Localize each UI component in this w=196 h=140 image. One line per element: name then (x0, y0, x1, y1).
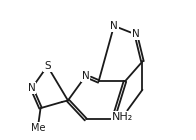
Text: Me: Me (31, 123, 45, 133)
Text: N: N (28, 83, 36, 93)
Text: S: S (44, 61, 51, 71)
Text: N: N (110, 21, 118, 31)
Text: N: N (132, 29, 140, 39)
Text: NH₂: NH₂ (112, 112, 133, 122)
Text: N: N (82, 71, 90, 81)
